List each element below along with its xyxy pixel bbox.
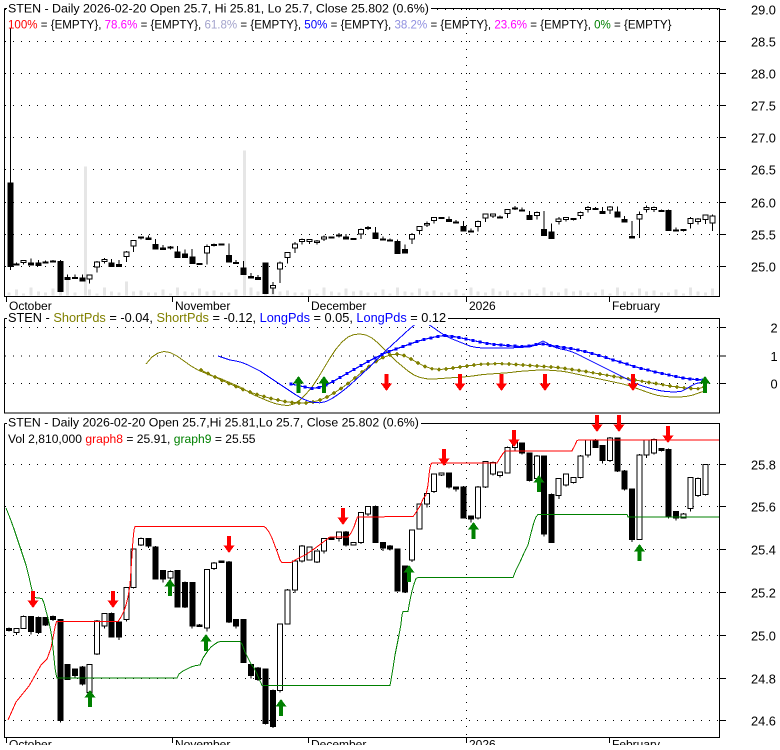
svg-text:October: October <box>9 299 52 313</box>
svg-text:29.0: 29.0 <box>751 3 776 18</box>
svg-text:STEN - ShortPds = -0.04, Short: STEN - ShortPds = -0.04, ShortPds = -0.1… <box>8 310 446 325</box>
svg-text:26.5: 26.5 <box>751 163 776 178</box>
svg-text:2026: 2026 <box>469 738 496 746</box>
svg-text:25.6: 25.6 <box>751 500 776 515</box>
svg-text:27.5: 27.5 <box>751 99 776 114</box>
svg-text:November: November <box>175 738 230 746</box>
svg-text:1: 1 <box>771 349 778 364</box>
svg-text:27.0: 27.0 <box>751 131 776 146</box>
svg-text:26.0: 26.0 <box>751 196 776 211</box>
svg-text:0: 0 <box>771 377 778 392</box>
svg-text:STEN - Daily 2026-02-20 Open 2: STEN - Daily 2026-02-20 Open 25.7, Hi 25… <box>8 1 429 15</box>
svg-text:Vol 2,810,000 graph8 = 25.91,: Vol 2,810,000 graph8 = 25.91, graph9 = 2… <box>8 432 256 446</box>
svg-text:December: December <box>311 299 366 313</box>
svg-text:28.5: 28.5 <box>751 35 776 50</box>
svg-text:24.8: 24.8 <box>751 672 776 687</box>
svg-text:STEN - Daily 2026-02-20 Open 2: STEN - Daily 2026-02-20 Open 25.7,Hi 25.… <box>8 416 419 430</box>
svg-text:November: November <box>175 299 230 313</box>
svg-text:25.0: 25.0 <box>751 260 776 275</box>
svg-text:25.2: 25.2 <box>751 586 776 601</box>
svg-text:25.5: 25.5 <box>751 228 776 243</box>
svg-text:December: December <box>311 738 366 746</box>
svg-text:25.8: 25.8 <box>751 458 776 473</box>
svg-text:25.4: 25.4 <box>751 543 776 558</box>
svg-text:100% = {EMPTY}, 78.6% = {EMPTY: 100% = {EMPTY}, 78.6% = {EMPTY}, 61.8% =… <box>8 19 672 31</box>
svg-text:28.0: 28.0 <box>751 67 776 82</box>
svg-text:October: October <box>9 738 52 746</box>
svg-text:2: 2 <box>771 321 778 336</box>
svg-text:2026: 2026 <box>469 299 496 313</box>
svg-text:24.6: 24.6 <box>751 714 776 729</box>
svg-text:25.0: 25.0 <box>751 629 776 644</box>
svg-text:February: February <box>612 299 660 313</box>
svg-text:February: February <box>612 738 660 746</box>
